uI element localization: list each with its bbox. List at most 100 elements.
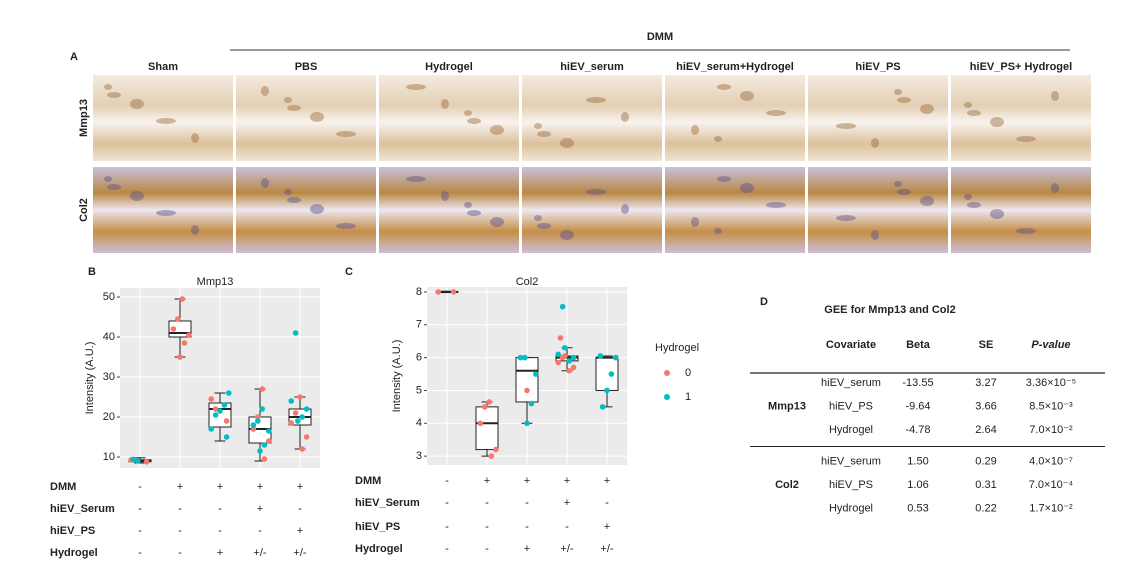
histology-image <box>379 167 519 253</box>
image-detail <box>406 176 426 182</box>
box <box>475 406 499 451</box>
table-cell: hiEV_serum <box>821 377 881 389</box>
table-cell: 0.22 <box>975 502 996 514</box>
condition-value: + <box>604 475 610 487</box>
image-detail <box>1051 91 1059 101</box>
image-detail <box>490 217 504 227</box>
table-cell: 3.66 <box>975 400 996 412</box>
condition-value: - <box>445 475 449 487</box>
y-tick-label: 20 <box>103 411 115 423</box>
condition-value: - <box>178 503 182 515</box>
image-detail <box>586 189 606 195</box>
image-detail <box>284 97 292 103</box>
image-detail <box>1016 136 1036 142</box>
data-point <box>493 446 499 453</box>
table-cell: Hydrogel <box>829 502 873 514</box>
condition-label: Hydrogel <box>355 543 403 555</box>
data-point <box>599 404 606 410</box>
image-bg <box>665 75 805 161</box>
image-detail <box>537 223 551 229</box>
legend-swatch <box>664 370 670 376</box>
image-detail <box>714 228 722 234</box>
image-detail <box>894 89 902 95</box>
chart-title: Mmp13 <box>197 276 234 288</box>
data-point <box>292 330 299 336</box>
legend-title: Hydrogel <box>655 342 699 354</box>
data-point <box>208 426 214 432</box>
data-point <box>221 402 228 408</box>
table-header: SE <box>979 339 994 351</box>
data-point <box>522 354 528 361</box>
y-tick-label: 7 <box>416 319 422 331</box>
table-cell: 3.36×10⁻⁵ <box>1026 377 1076 389</box>
table-cell: Hydrogel <box>829 424 873 436</box>
condition-value: - <box>178 547 182 559</box>
image-detail <box>490 125 504 135</box>
table-cell: 1.50 <box>907 455 928 467</box>
data-point <box>261 456 268 462</box>
condition-label: hiEV_PS <box>50 525 95 537</box>
image-detail <box>336 223 356 229</box>
data-point <box>299 414 306 420</box>
image-detail <box>191 133 199 143</box>
table-cell: 0.31 <box>975 479 996 491</box>
table-header: Beta <box>906 339 931 351</box>
image-detail <box>441 191 449 201</box>
image-detail <box>766 110 786 116</box>
histology-image <box>951 167 1091 253</box>
data-point <box>223 418 230 424</box>
table-cell: hiEV_serum <box>821 455 881 467</box>
image-detail <box>621 112 629 122</box>
data-point <box>288 420 295 426</box>
box <box>595 357 619 391</box>
data-point <box>477 420 484 427</box>
condition-value: + <box>257 503 263 515</box>
condition-value: - <box>445 543 449 555</box>
table-cell: 0.29 <box>975 455 996 467</box>
data-point <box>559 303 566 310</box>
image-detail <box>336 131 356 137</box>
data-point <box>486 399 493 405</box>
image-detail <box>191 225 199 235</box>
table-cell: 0.53 <box>907 502 928 514</box>
condition-value: - <box>138 503 142 515</box>
image-bg <box>951 75 1091 161</box>
histology-image <box>522 75 662 161</box>
condition-value: - <box>218 525 222 537</box>
data-point <box>217 408 223 414</box>
image-bg <box>379 75 519 161</box>
histology-image <box>236 75 376 161</box>
condition-value: - <box>485 521 489 533</box>
data-point <box>143 459 150 465</box>
data-point <box>226 390 232 396</box>
data-point <box>254 418 261 424</box>
image-detail <box>464 110 472 116</box>
histology-image <box>808 167 948 253</box>
condition-value: + <box>257 481 263 493</box>
data-point <box>303 434 310 440</box>
condition-value: + <box>604 521 610 533</box>
image-detail <box>740 91 754 101</box>
histology-image <box>951 75 1091 161</box>
data-point <box>488 453 495 459</box>
table-cell: 7.0×10⁻⁴ <box>1029 479 1074 491</box>
image-detail <box>310 112 324 122</box>
image-detail <box>920 104 934 114</box>
condition-value: - <box>218 503 222 515</box>
y-tick-label: 5 <box>416 384 422 396</box>
data-point <box>303 406 310 412</box>
image-detail <box>130 191 144 201</box>
histology-image <box>522 167 662 253</box>
data-point <box>130 456 137 463</box>
data-point <box>570 364 577 371</box>
image-detail <box>406 84 426 90</box>
table-cell: 1.06 <box>907 479 928 491</box>
image-detail <box>691 217 699 227</box>
image-detail <box>586 97 606 103</box>
data-point <box>524 420 530 427</box>
row-label: Col2 <box>78 198 90 222</box>
histology-image <box>93 75 233 161</box>
condition-label: Hydrogel <box>50 547 98 559</box>
y-tick-label: 3 <box>416 450 422 462</box>
table-title: GEE for Mmp13 and Col2 <box>824 304 955 316</box>
